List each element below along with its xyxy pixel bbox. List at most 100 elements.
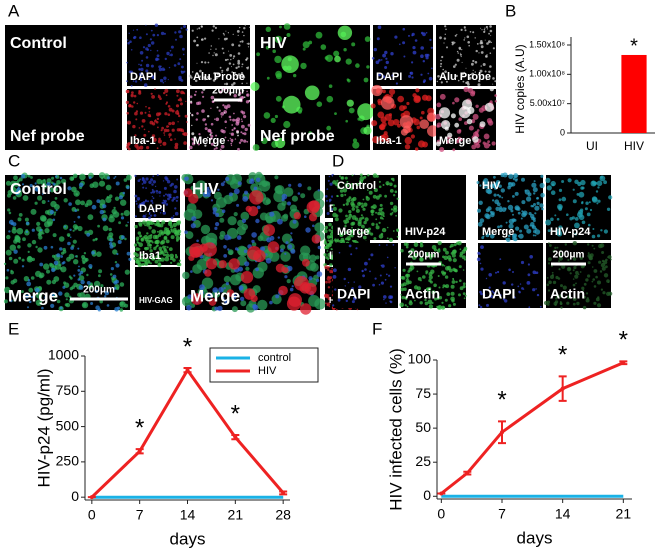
micrograph-dot (393, 244, 395, 246)
micrograph-dot (507, 186, 511, 190)
micrograph-dot (231, 124, 233, 126)
micrograph-dot (572, 216, 575, 219)
micrograph-dot (201, 39, 203, 41)
y-axis-label: HIV-p24 (pg/ml) (34, 368, 53, 487)
micrograph-dot (11, 222, 14, 225)
micrograph-dot (367, 174, 369, 176)
micrograph-dot (154, 223, 157, 226)
micrograph-dot (228, 236, 231, 239)
micrograph-dot (329, 84, 333, 88)
micrograph-dot (467, 36, 470, 39)
micrograph-dot (325, 56, 329, 60)
micrograph-dot (422, 32, 426, 36)
micrograph-dot (59, 236, 65, 242)
micrograph-dot (604, 273, 608, 277)
micrograph-dot (240, 300, 246, 306)
micrograph-dot (191, 125, 192, 126)
micrograph-dot (164, 187, 167, 190)
micrograph-dot (150, 222, 153, 225)
micrograph-dot (591, 181, 597, 187)
panel-text: Merge (190, 286, 240, 305)
micrograph-dot (487, 28, 488, 29)
micrograph-dot (471, 145, 476, 150)
micrograph-dot (196, 37, 198, 39)
micrograph-dot (166, 125, 169, 128)
micrograph-dot (540, 306, 542, 308)
panel-letter: B (505, 1, 516, 20)
micrograph-dot (489, 144, 491, 146)
micrograph-dot (401, 276, 404, 279)
micrograph-dot (601, 289, 603, 291)
micrograph-dot (348, 282, 349, 283)
micrograph-dot (171, 217, 174, 220)
micrograph-dot (231, 43, 234, 46)
micrograph-dot (548, 242, 550, 244)
micrograph-dot (138, 199, 139, 200)
micrograph-dot (397, 96, 404, 103)
micrograph-dot (215, 147, 217, 149)
micrograph-dot (379, 284, 381, 286)
micrograph-dot (247, 43, 249, 45)
micrograph-dot (193, 40, 196, 43)
micrograph-dot (576, 302, 579, 305)
micrograph-dot (88, 264, 92, 268)
micrograph-dot (487, 140, 490, 143)
micrograph-dot (145, 25, 146, 26)
micrograph-dot (223, 254, 227, 258)
micrograph-dot (77, 226, 82, 231)
micrograph-dot (143, 180, 147, 184)
y-tick-label: 50 (415, 419, 431, 435)
micrograph-dot (205, 127, 208, 130)
micrograph-dot (334, 56, 341, 63)
micrograph-dot (420, 46, 424, 50)
micrograph-dot (177, 121, 178, 122)
micrograph-dot (460, 252, 464, 256)
micrograph-dot (573, 303, 576, 306)
micrograph-dot (173, 215, 175, 217)
micrograph-dot (197, 28, 198, 29)
micrograph-dot (224, 112, 225, 113)
micrograph-dot (458, 52, 459, 53)
micrograph-dot (41, 307, 44, 310)
micrograph-dot (300, 63, 306, 69)
micrograph-dot (26, 231, 28, 233)
micrograph-dot (389, 238, 393, 242)
micrograph-dot (169, 137, 170, 138)
micrograph-dot (227, 59, 229, 61)
micrograph-dot (325, 239, 327, 241)
micrograph-dot (527, 281, 531, 285)
micrograph-dot (126, 62, 128, 64)
micrograph-dot (533, 192, 535, 194)
micrograph-dot (190, 247, 201, 258)
micrograph-dot (531, 217, 535, 221)
micrograph-dot (53, 233, 57, 237)
micrograph-dot (338, 208, 342, 212)
micrograph-dot (150, 50, 151, 51)
micrograph-dot (597, 281, 601, 285)
micrograph-dot (156, 190, 159, 193)
significance-marker: * (497, 387, 506, 414)
micrograph-dot (608, 281, 610, 283)
micrograph-dot (559, 198, 562, 201)
micrograph-dot (204, 269, 211, 276)
micrograph-dot (486, 26, 488, 28)
micrograph-dot (123, 192, 126, 195)
micrograph-dot (66, 303, 70, 307)
micrograph-dot (141, 238, 145, 242)
micrograph-dot (343, 204, 345, 206)
micrograph-dot (325, 281, 328, 284)
micrograph-dot (463, 285, 466, 288)
micrograph-dot (120, 282, 125, 287)
micrograph-dot (372, 57, 375, 60)
micrograph-dot (165, 193, 167, 195)
micrograph-dot (532, 288, 535, 291)
micrograph-dot (480, 28, 481, 29)
micrograph-dot (211, 199, 213, 201)
micrograph-dot (233, 34, 234, 35)
micrograph-dot (70, 246, 74, 250)
micrograph-dot (232, 306, 238, 312)
micrograph-dot (138, 231, 141, 234)
micrograph-dot (464, 258, 466, 260)
micrograph-dot (234, 127, 236, 129)
